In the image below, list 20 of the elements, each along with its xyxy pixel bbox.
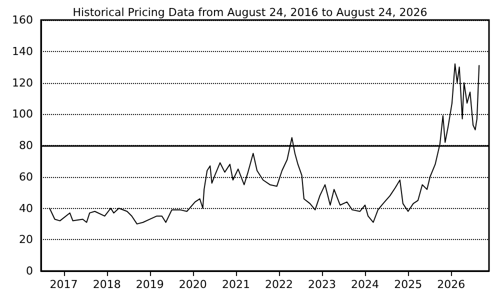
y-tick-label: 140 [12,44,33,58]
y-tick-label: 60 [19,170,33,184]
y-tick-label: 120 [12,76,33,90]
x-tick-label: 2019 [136,278,164,291]
x-tick-label: 2018 [92,278,121,291]
chart-title: Historical Pricing Data from August 24, 2016 to August 24, 2026 [72,6,428,19]
y-tick-label: 20 [19,233,33,246]
x-tick-label: 2023 [308,278,336,291]
y-tick-label: 0 [26,264,33,278]
x-tick-label: 2020 [178,278,207,291]
x-tick-label: 2017 [50,278,78,291]
x-tick-label: 2026 [437,278,466,291]
x-tick-label: 2024 [351,278,380,291]
x-tick-label: 2021 [222,278,250,291]
y-tick-label: 100 [12,108,33,121]
y-tick-label: 80 [19,139,33,152]
x-tick-label: 2022 [264,278,293,291]
x-tick-label: 2025 [394,278,422,291]
y-tick-label: 40 [19,202,33,215]
y-tick-label: 160 [12,14,33,26]
